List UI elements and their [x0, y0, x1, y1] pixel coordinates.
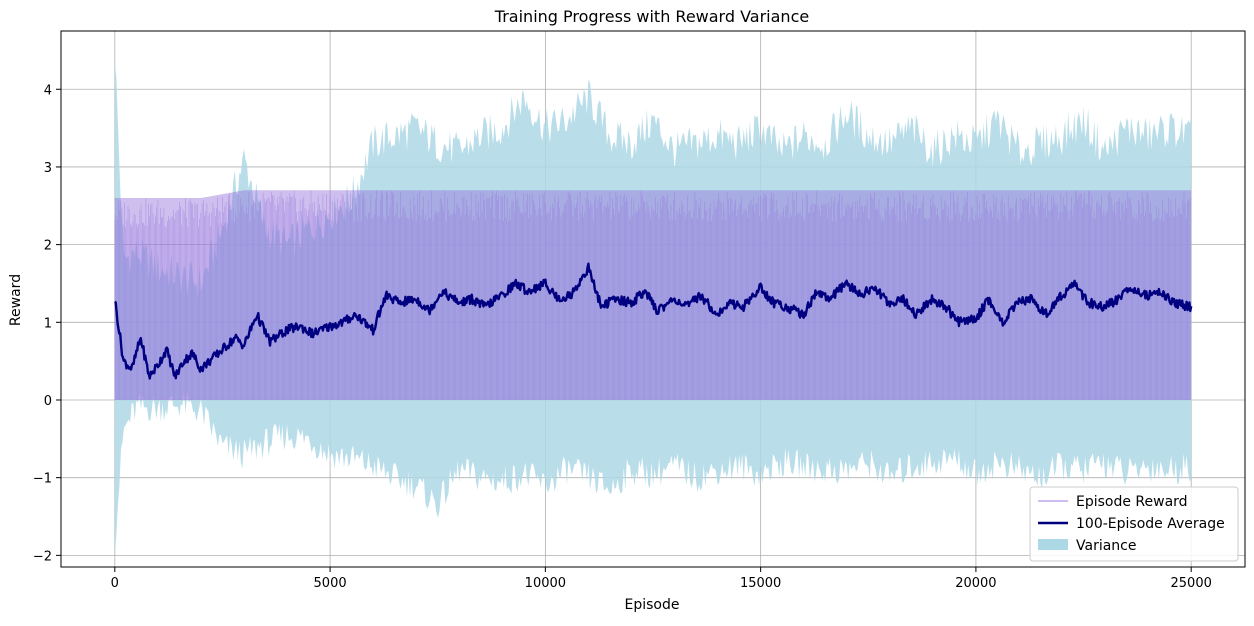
legend-label: Variance — [1076, 538, 1136, 554]
plot-frame — [60, 30, 1246, 568]
y-tick-label: 0 — [44, 394, 52, 409]
x-tick-label: 15000 — [740, 576, 781, 591]
x-tick-label: 0 — [111, 576, 119, 591]
y-tick-label: 1 — [44, 316, 52, 331]
legend-swatch-variance — [1038, 539, 1068, 550]
x-tick-label: 20000 — [955, 576, 996, 591]
y-tick-label: 2 — [44, 239, 52, 254]
chart-title: Training Progress with Reward Variance — [494, 7, 809, 26]
y-tick-label: −2 — [33, 549, 52, 564]
axis-ticks: 0 5000 10000 15000 20000 25000 −2 −1 0 1 2 3 4 — [33, 83, 1212, 591]
y-axis-label: Reward — [8, 274, 24, 326]
y-tick-label: 4 — [44, 83, 52, 98]
y-tick-label: −1 — [33, 472, 52, 487]
episode-reward-line — [114, 190, 1191, 400]
x-tick-label: 5000 — [314, 576, 347, 591]
x-axis-label: Episode — [625, 597, 680, 613]
legend: Episode Reward 100-Episode Average Varianc… — [1029, 486, 1239, 562]
x-tick-label: 10000 — [525, 576, 566, 591]
legend-label: 100-Episode Average — [1076, 516, 1225, 532]
legend-box — [1029, 486, 1239, 562]
plot-area: 0 5000 10000 15000 20000 25000 −2 −1 0 1 2 3 4 — [33, 30, 1246, 591]
data-layer — [114, 62, 1193, 555]
legend-label: Episode Reward — [1076, 494, 1188, 510]
y-tick-label: 3 — [44, 161, 52, 176]
average-line — [114, 262, 1193, 380]
x-tick-label: 25000 — [1171, 576, 1212, 591]
